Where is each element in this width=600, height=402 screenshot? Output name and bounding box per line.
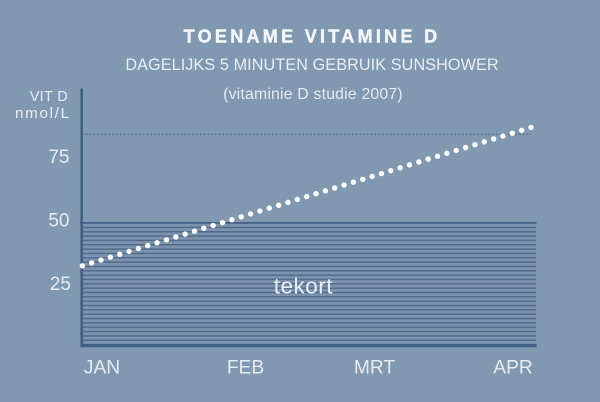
svg-text:JAN: JAN: [84, 358, 120, 379]
svg-text:25: 25: [50, 274, 71, 295]
svg-text:TOENAME VITAMINE D: TOENAME VITAMINE D: [184, 27, 441, 47]
svg-text:MRT: MRT: [354, 358, 395, 379]
svg-text:APR: APR: [493, 358, 532, 379]
svg-text:nmol/L: nmol/L: [15, 105, 71, 122]
svg-text:(vitaminie D studie 2007): (vitaminie D studie 2007): [223, 86, 403, 103]
svg-text:50: 50: [48, 211, 69, 232]
svg-text:DAGELIJKS 5 MINUTEN GEBRUIK SU: DAGELIJKS 5 MINUTEN GEBRUIK SUNSHOWER: [125, 56, 498, 74]
svg-text:75: 75: [48, 147, 69, 168]
svg-text:VIT D: VIT D: [30, 89, 68, 105]
svg-text:FEB: FEB: [227, 358, 264, 379]
svg-text:tekort: tekort: [274, 274, 334, 299]
